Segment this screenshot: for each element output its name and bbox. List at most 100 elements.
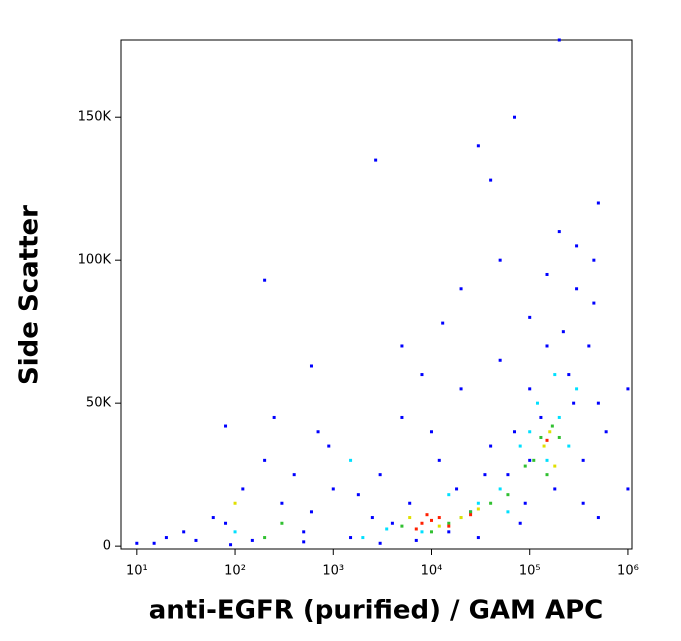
point — [469, 510, 473, 514]
point — [378, 541, 382, 545]
point — [512, 430, 516, 434]
point — [512, 115, 516, 119]
point — [408, 516, 412, 520]
point — [498, 358, 502, 362]
point — [378, 473, 382, 477]
point — [483, 473, 487, 477]
point — [459, 287, 463, 291]
point — [441, 321, 445, 325]
point — [263, 458, 267, 462]
point — [437, 458, 441, 462]
point — [194, 538, 198, 542]
point — [506, 510, 510, 514]
point — [550, 424, 554, 428]
point — [528, 387, 532, 391]
point — [241, 487, 245, 491]
point — [361, 536, 365, 540]
point — [557, 230, 561, 234]
point — [575, 244, 579, 248]
point — [272, 415, 276, 419]
y-tick-label: 50K — [86, 396, 112, 411]
point — [182, 530, 186, 534]
x-tick-label: 10³ — [322, 564, 344, 579]
point — [302, 530, 306, 534]
point — [233, 501, 237, 505]
point — [561, 330, 565, 334]
point — [414, 538, 418, 542]
point — [447, 530, 451, 534]
point — [575, 387, 579, 391]
point — [349, 536, 353, 540]
point — [523, 464, 527, 468]
point — [414, 527, 418, 531]
point — [476, 507, 480, 511]
point — [567, 373, 571, 377]
point — [542, 444, 546, 448]
point — [518, 521, 522, 525]
point — [596, 401, 600, 405]
point — [420, 373, 424, 377]
point — [420, 521, 424, 525]
point — [349, 458, 353, 462]
point — [408, 501, 412, 505]
point — [374, 158, 378, 162]
point — [528, 430, 532, 434]
point — [535, 401, 539, 405]
point — [447, 493, 451, 497]
point — [596, 516, 600, 520]
point — [400, 415, 404, 419]
point — [489, 501, 493, 505]
point — [437, 516, 441, 520]
point — [545, 473, 549, 477]
point — [626, 487, 630, 491]
point — [309, 510, 313, 514]
x-tick-label: 10⁴ — [421, 564, 443, 579]
y-tick-label: 150K — [78, 110, 112, 125]
point — [327, 444, 331, 448]
point — [498, 258, 502, 262]
point — [400, 344, 404, 348]
point — [292, 473, 296, 477]
point — [263, 536, 267, 540]
y-tick-label: 100K — [78, 253, 112, 268]
point — [429, 518, 433, 522]
point — [581, 501, 585, 505]
point — [309, 364, 313, 368]
point — [545, 344, 549, 348]
point — [489, 444, 493, 448]
x-tick-label: 10² — [224, 564, 246, 579]
point — [506, 473, 510, 477]
point — [425, 513, 429, 517]
plot-frame — [120, 39, 633, 550]
point — [316, 430, 320, 434]
point — [557, 415, 561, 419]
point — [545, 272, 549, 276]
y-axis-label: Side Scatter — [15, 205, 45, 385]
point — [164, 536, 168, 540]
x-tick-label: 10¹ — [126, 564, 148, 579]
point — [557, 435, 561, 439]
point — [545, 458, 549, 462]
point — [356, 493, 360, 497]
x-axis-label: anti-EGFR (purified) / GAM APC — [149, 596, 604, 626]
point — [528, 458, 532, 462]
point — [429, 530, 433, 534]
point — [553, 464, 557, 468]
point — [592, 301, 596, 305]
point — [523, 501, 527, 505]
point — [331, 487, 335, 491]
point — [476, 536, 480, 540]
point — [429, 430, 433, 434]
point — [592, 258, 596, 262]
point — [498, 487, 502, 491]
point — [459, 387, 463, 391]
point — [211, 516, 215, 520]
point — [575, 287, 579, 291]
point — [469, 513, 473, 517]
point — [548, 430, 552, 434]
point — [476, 501, 480, 505]
point — [135, 541, 139, 545]
point — [545, 438, 549, 442]
point — [489, 178, 493, 182]
point — [455, 487, 459, 491]
